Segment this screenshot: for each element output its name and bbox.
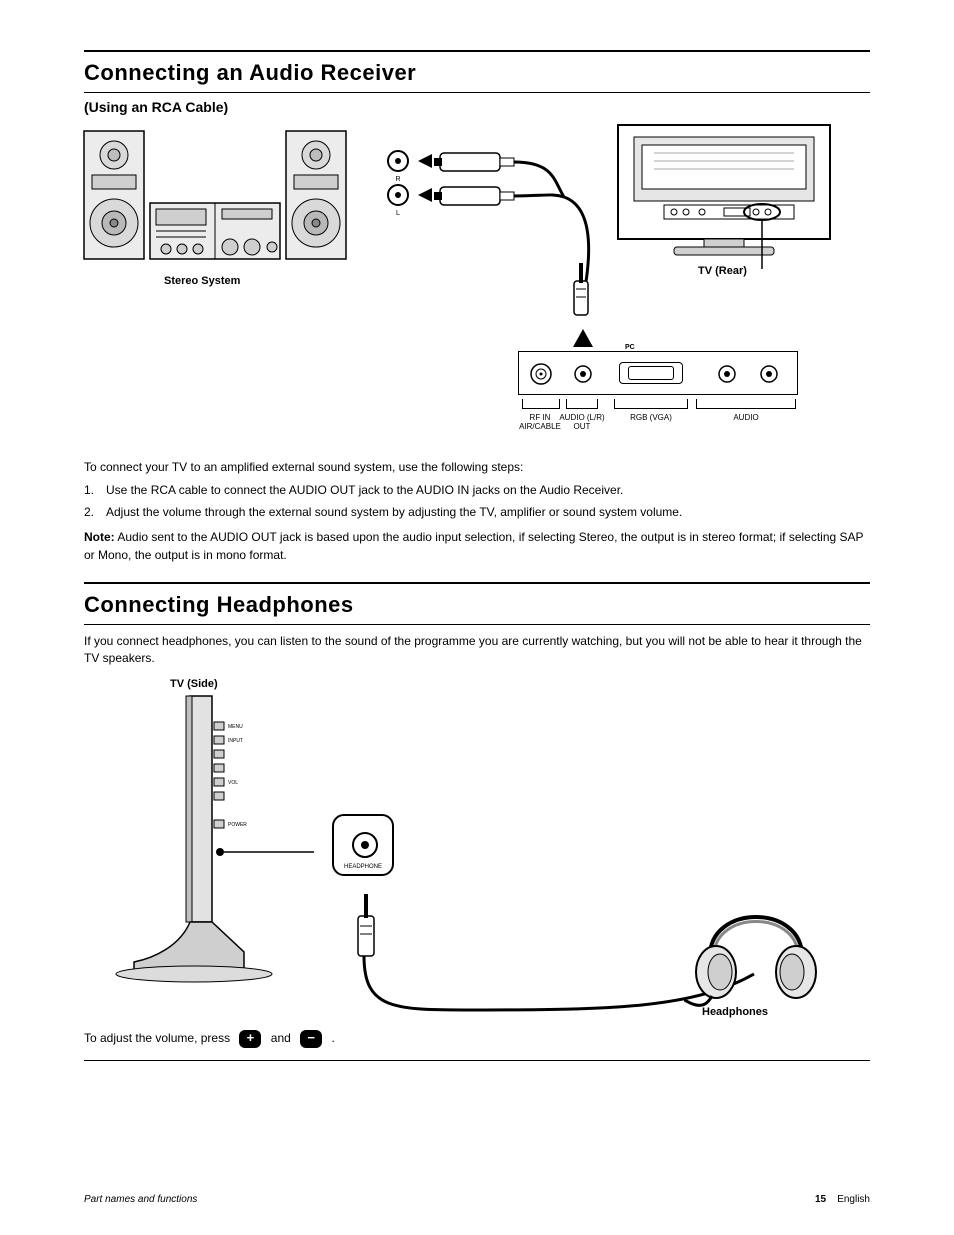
illustration-headphones: TV (Side) MENU INPUT VOL POWER xyxy=(84,682,870,1042)
rule-under-title-1 xyxy=(84,92,870,93)
vol-minus-button: − xyxy=(300,1030,322,1048)
rule-top-2 xyxy=(84,582,870,584)
rule-top xyxy=(84,50,870,52)
label-vga: RGB (VGA) xyxy=(614,413,688,422)
stereo-system-label: Stereo System xyxy=(164,275,240,287)
vol-plus-button: + xyxy=(239,1030,261,1048)
vol-text-1: To adjust the volume, press xyxy=(84,1031,230,1045)
headphones-label: Headphones xyxy=(702,1006,768,1018)
step1-number: 1. xyxy=(84,482,106,499)
stereo-system-illustration xyxy=(78,125,368,275)
pc-audio-port-1 xyxy=(717,364,737,384)
rca-cable xyxy=(434,141,644,381)
vol-text-3: . xyxy=(331,1031,334,1045)
section1-title: Connecting an Audio Receiver xyxy=(84,60,870,86)
step2-number: 2. xyxy=(84,504,106,521)
tv-rear-illustration xyxy=(614,119,844,269)
illustration-audio-receiver: Stereo System R L xyxy=(84,125,870,455)
rf-port xyxy=(529,362,553,386)
page-footer: Part names and functions 15 English xyxy=(84,1194,870,1205)
step2-text: Adjust the volume through the external s… xyxy=(106,504,682,521)
section2-title: Connecting Headphones xyxy=(84,592,870,618)
section2-body: If you connect headphones, you can liste… xyxy=(84,633,870,668)
bracket-audio-out xyxy=(566,399,598,409)
pc-audio-port-2 xyxy=(759,364,779,384)
vga-port xyxy=(619,362,683,384)
note-text: Audio sent to the AUDIO OUT jack is base… xyxy=(84,530,863,561)
headphone-jack-callout: HEADPHONE xyxy=(332,814,394,876)
bracket-vga xyxy=(614,399,688,409)
footer-page-number: 15 xyxy=(815,1194,826,1205)
label-pc-audio: AUDIO xyxy=(696,413,796,422)
rca-jack-r xyxy=(386,149,410,173)
arrow-into-l xyxy=(418,188,432,202)
section1-intro: To connect your TV to an amplified exter… xyxy=(84,459,870,476)
label-audio-out: AUDIO (L/R) OUT xyxy=(556,413,608,431)
vga-label-top: PC xyxy=(625,344,635,351)
svg-text:VOL: VOL xyxy=(228,780,238,786)
footer-section-name: Part names and functions xyxy=(84,1194,197,1205)
tv-side-illustration: MENU INPUT VOL POWER xyxy=(94,692,314,1012)
headphone-jack-label: HEADPHONE xyxy=(334,864,392,870)
volume-adjust-line: To adjust the volume, press + and − . xyxy=(84,1030,335,1048)
rule-under-title-2 xyxy=(84,624,870,625)
audio-out-port xyxy=(573,364,593,384)
rca-jack-l xyxy=(386,183,410,207)
svg-text:MENU: MENU xyxy=(228,724,243,730)
footer-language: English xyxy=(837,1194,870,1205)
vol-text-2: and xyxy=(271,1031,291,1045)
section1-subtitle: (Using an RCA Cable) xyxy=(84,99,870,115)
arrow-into-r xyxy=(418,154,432,168)
step1-text: Use the RCA cable to connect the AUDIO O… xyxy=(106,482,623,499)
headphones-illustration xyxy=(684,886,834,1026)
tv-rear-label: TV (Rear) xyxy=(698,265,747,277)
svg-text:POWER: POWER xyxy=(228,822,247,828)
rca-label-r: R xyxy=(386,176,410,183)
note-lead: Note: xyxy=(84,530,115,544)
tv-side-label: TV (Side) xyxy=(170,678,218,690)
arrow-into-audio-out xyxy=(573,329,593,347)
svg-text:INPUT: INPUT xyxy=(228,738,243,744)
bracket-pc-audio xyxy=(696,399,796,409)
tv-port-panel: PC xyxy=(518,351,798,395)
rca-label-l: L xyxy=(386,210,410,217)
bracket-rf xyxy=(522,399,560,409)
